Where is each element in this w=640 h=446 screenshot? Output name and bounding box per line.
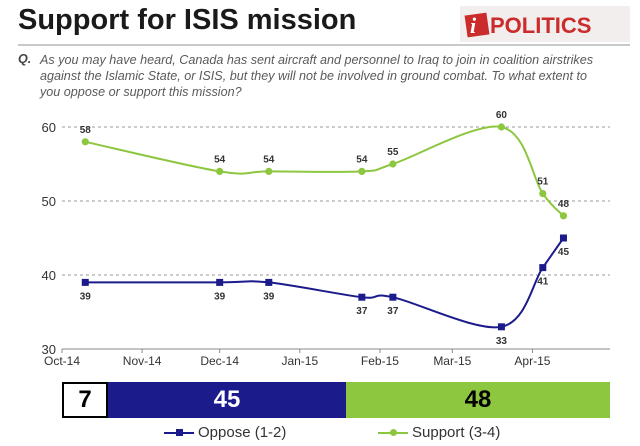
- data-point-oppose: [559, 234, 567, 242]
- series-line-support: [85, 125, 565, 217]
- data-label-support: 60: [496, 110, 508, 121]
- summary-bar: 7 45 48: [62, 382, 610, 418]
- legend-label-oppose: Oppose (1-2): [198, 424, 287, 441]
- y-tick-label: 40: [42, 268, 56, 283]
- data-point-support: [358, 167, 366, 175]
- data-label-oppose: 39: [263, 291, 275, 302]
- data-label-support: 58: [80, 125, 92, 136]
- data-point-support: [497, 123, 506, 131]
- data-point-support: [81, 138, 89, 146]
- data-label-support: 54: [263, 154, 275, 165]
- data-label-oppose: 45: [558, 247, 570, 258]
- x-tick-label: Nov-14: [123, 354, 162, 368]
- question-prefix: Q.: [18, 52, 32, 66]
- legend-item-oppose: Oppose (1-2): [164, 424, 286, 441]
- data-label-oppose: 37: [356, 306, 368, 317]
- summary-segment-dk: 7: [62, 382, 108, 418]
- data-point-oppose: [358, 293, 366, 301]
- x-tick-label: Mar-15: [433, 354, 471, 368]
- data-label-support: 51: [537, 177, 549, 188]
- question-text: As you may have heard, Canada has sent a…: [40, 53, 594, 99]
- page-title: Support for ISIS mission: [18, 4, 357, 36]
- data-point-support: [216, 167, 224, 175]
- data-point-support: [559, 212, 568, 220]
- data-point-support: [389, 160, 397, 168]
- data-label-support: 54: [356, 154, 368, 165]
- x-tick-label: Dec-14: [200, 354, 239, 368]
- data-point-support: [539, 190, 547, 198]
- data-point-oppose: [389, 293, 397, 301]
- data-label-oppose: 37: [387, 306, 399, 317]
- data-label-oppose: 39: [214, 291, 226, 302]
- legend-swatch-support: [378, 428, 408, 436]
- x-tick-label: Apr-15: [514, 354, 550, 368]
- legend-label-support: Support (3-4): [412, 424, 501, 441]
- title-divider: [18, 44, 630, 46]
- data-label-oppose: 41: [537, 277, 549, 288]
- legend-item-support: Support (3-4): [378, 424, 500, 441]
- x-tick-label: Jan-15: [281, 354, 318, 368]
- svg-text:POLITICS: POLITICS: [490, 13, 591, 38]
- ipolitics-logo: i POLITICS: [460, 6, 630, 42]
- data-point-oppose: [216, 278, 224, 286]
- y-tick-label: 30: [42, 342, 56, 357]
- series-line-oppose: [85, 237, 565, 329]
- data-point-oppose: [265, 278, 273, 286]
- data-point-support: [265, 167, 273, 175]
- summary-segment-support: 48: [346, 382, 610, 418]
- svg-text:i: i: [470, 13, 477, 38]
- data-point-oppose: [539, 264, 547, 272]
- data-point-oppose: [81, 278, 89, 286]
- summary-segment-oppose: 45: [108, 382, 346, 418]
- data-label-support: 48: [558, 199, 570, 210]
- data-label-oppose: 33: [496, 336, 508, 347]
- data-point-oppose: [497, 323, 505, 331]
- x-tick-label: Feb-15: [361, 354, 399, 368]
- x-tick-label: Oct-14: [44, 354, 80, 368]
- y-tick-label: 60: [42, 120, 56, 135]
- data-label-support: 55: [387, 147, 399, 158]
- data-label-oppose: 39: [80, 291, 92, 302]
- data-label-support: 54: [214, 154, 226, 165]
- legend-swatch-oppose: [164, 428, 194, 436]
- y-tick-label: 50: [42, 194, 56, 209]
- legend: Oppose (1-2) Support (3-4): [0, 424, 640, 444]
